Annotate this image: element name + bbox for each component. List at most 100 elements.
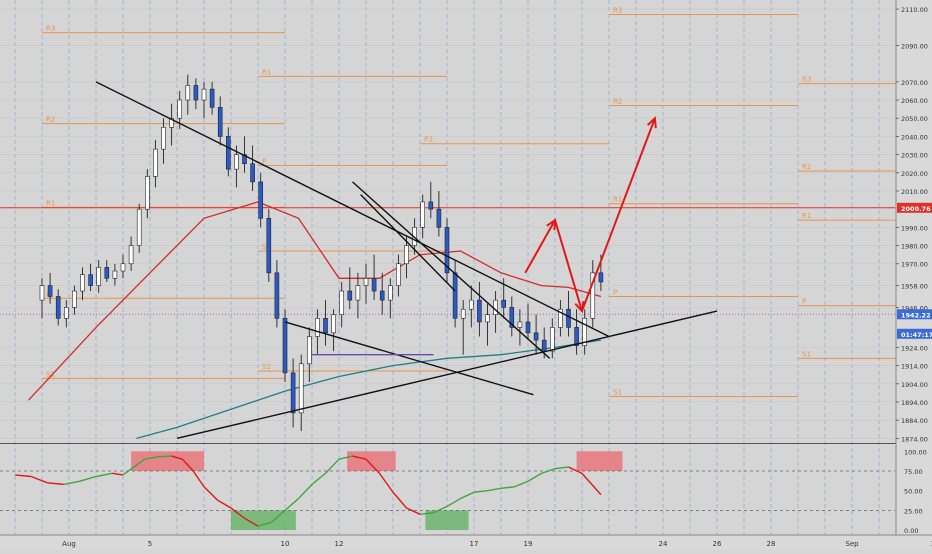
y-tick-label: 1990.00: [901, 224, 928, 232]
candle: [290, 358, 296, 428]
y-tick-label: 2020.00: [901, 170, 928, 178]
candle: [371, 254, 377, 301]
pivot-label: S1: [262, 243, 271, 251]
pivot-label: S1: [802, 350, 811, 358]
inner-down-trendline-1: [352, 181, 551, 359]
candle: [72, 285, 77, 315]
oscillator-segment: [433, 505, 448, 514]
red-up-arrow-big: [581, 117, 656, 312]
x-tick-label: 12: [335, 540, 344, 548]
price-badge-label: 1942.22: [901, 311, 931, 319]
candle-down: [266, 217, 272, 274]
oscillator-segment: [144, 456, 159, 460]
candle-up: [161, 127, 166, 150]
candle: [339, 281, 345, 328]
x-tick-label: Aug: [62, 540, 76, 548]
candle-up: [145, 176, 150, 210]
candle-down: [501, 299, 507, 308]
pivot-label: R1: [613, 196, 622, 204]
oscillator-segment: [95, 472, 113, 478]
oscillator-segment: [133, 458, 146, 468]
price-badge: [897, 202, 932, 213]
y-tick-label: 2090.00: [901, 42, 928, 50]
x-tick-label: 5: [148, 540, 152, 548]
trendlines: [95, 81, 718, 440]
candle: [517, 309, 523, 346]
candle-down: [323, 318, 328, 334]
oscillator-segment: [112, 472, 124, 476]
candle: [274, 260, 280, 328]
oscillator-segment: [257, 521, 272, 527]
candle: [217, 96, 223, 146]
candle-down: [436, 208, 442, 228]
candle-down: [250, 163, 255, 183]
candle-down: [477, 299, 482, 323]
x-tick-label: Sep: [845, 540, 859, 548]
candle: [331, 309, 336, 352]
candle-up: [517, 321, 523, 328]
candle-up: [96, 267, 101, 286]
y-tick-label: 1894.00: [901, 399, 928, 407]
osc-tick-label: 50.00: [904, 488, 923, 496]
candle-up: [153, 148, 158, 177]
candle-up: [485, 314, 490, 323]
pivot-label: R3: [613, 7, 622, 15]
candle-down: [371, 277, 377, 292]
oscillator-segment: [230, 507, 245, 519]
oscillator-segment: [568, 466, 583, 474]
oscillator-segment: [30, 475, 48, 484]
oscillator-zone: [576, 451, 623, 471]
oscillator-segment: [311, 472, 326, 485]
candle: [420, 194, 426, 239]
pivot-label: S2: [262, 363, 271, 371]
ema-red: [28, 201, 602, 401]
candle-up: [169, 117, 174, 128]
oscillator-segment: [192, 470, 205, 488]
candle-down: [509, 307, 515, 328]
y-tick-label: 2010.00: [901, 188, 928, 196]
y-tick-label: 1914.00: [901, 363, 928, 371]
candle-up: [64, 307, 69, 319]
pivot-label: R3: [46, 25, 55, 33]
candle-down: [55, 296, 61, 319]
oscillator-segment: [365, 458, 381, 474]
candle: [428, 181, 434, 219]
y-tick-label: 1874.00: [901, 435, 928, 443]
candle-up: [39, 285, 45, 301]
candle-down: [242, 154, 247, 165]
candle: [266, 209, 272, 282]
oscillator-segment: [324, 458, 340, 474]
candle: [468, 285, 474, 328]
candle: [444, 218, 450, 282]
osc-tick-label: 75.00: [904, 468, 923, 476]
candle: [120, 254, 126, 279]
candle-down: [274, 272, 280, 319]
candle-down: [104, 267, 110, 279]
candle-up: [590, 272, 596, 319]
candle: [185, 74, 191, 115]
pivot-label: R2: [613, 97, 622, 105]
candle: [209, 81, 215, 115]
pivot-label: S1: [46, 370, 55, 378]
oscillator-zone: [231, 510, 296, 531]
pivot-label: P: [262, 158, 266, 166]
candle-up: [120, 263, 126, 272]
y-tick-label: 1884.00: [901, 417, 928, 425]
oscillator-segment: [14, 474, 32, 478]
candle: [242, 136, 247, 173]
candle-up: [387, 285, 393, 301]
candle-down: [452, 272, 458, 319]
candle: [88, 263, 93, 292]
oscillator-segment: [352, 455, 367, 460]
y-tick-label: 2060.00: [901, 97, 928, 105]
x-tick-label: 28: [767, 540, 776, 548]
candle: [80, 267, 85, 301]
oscillator-segment: [171, 455, 183, 460]
candle-down: [226, 136, 231, 170]
candle: [477, 281, 482, 337]
x-tick-label: 24: [659, 540, 668, 548]
oscillator-segment: [122, 466, 135, 476]
oscillator-zone: [425, 510, 469, 531]
